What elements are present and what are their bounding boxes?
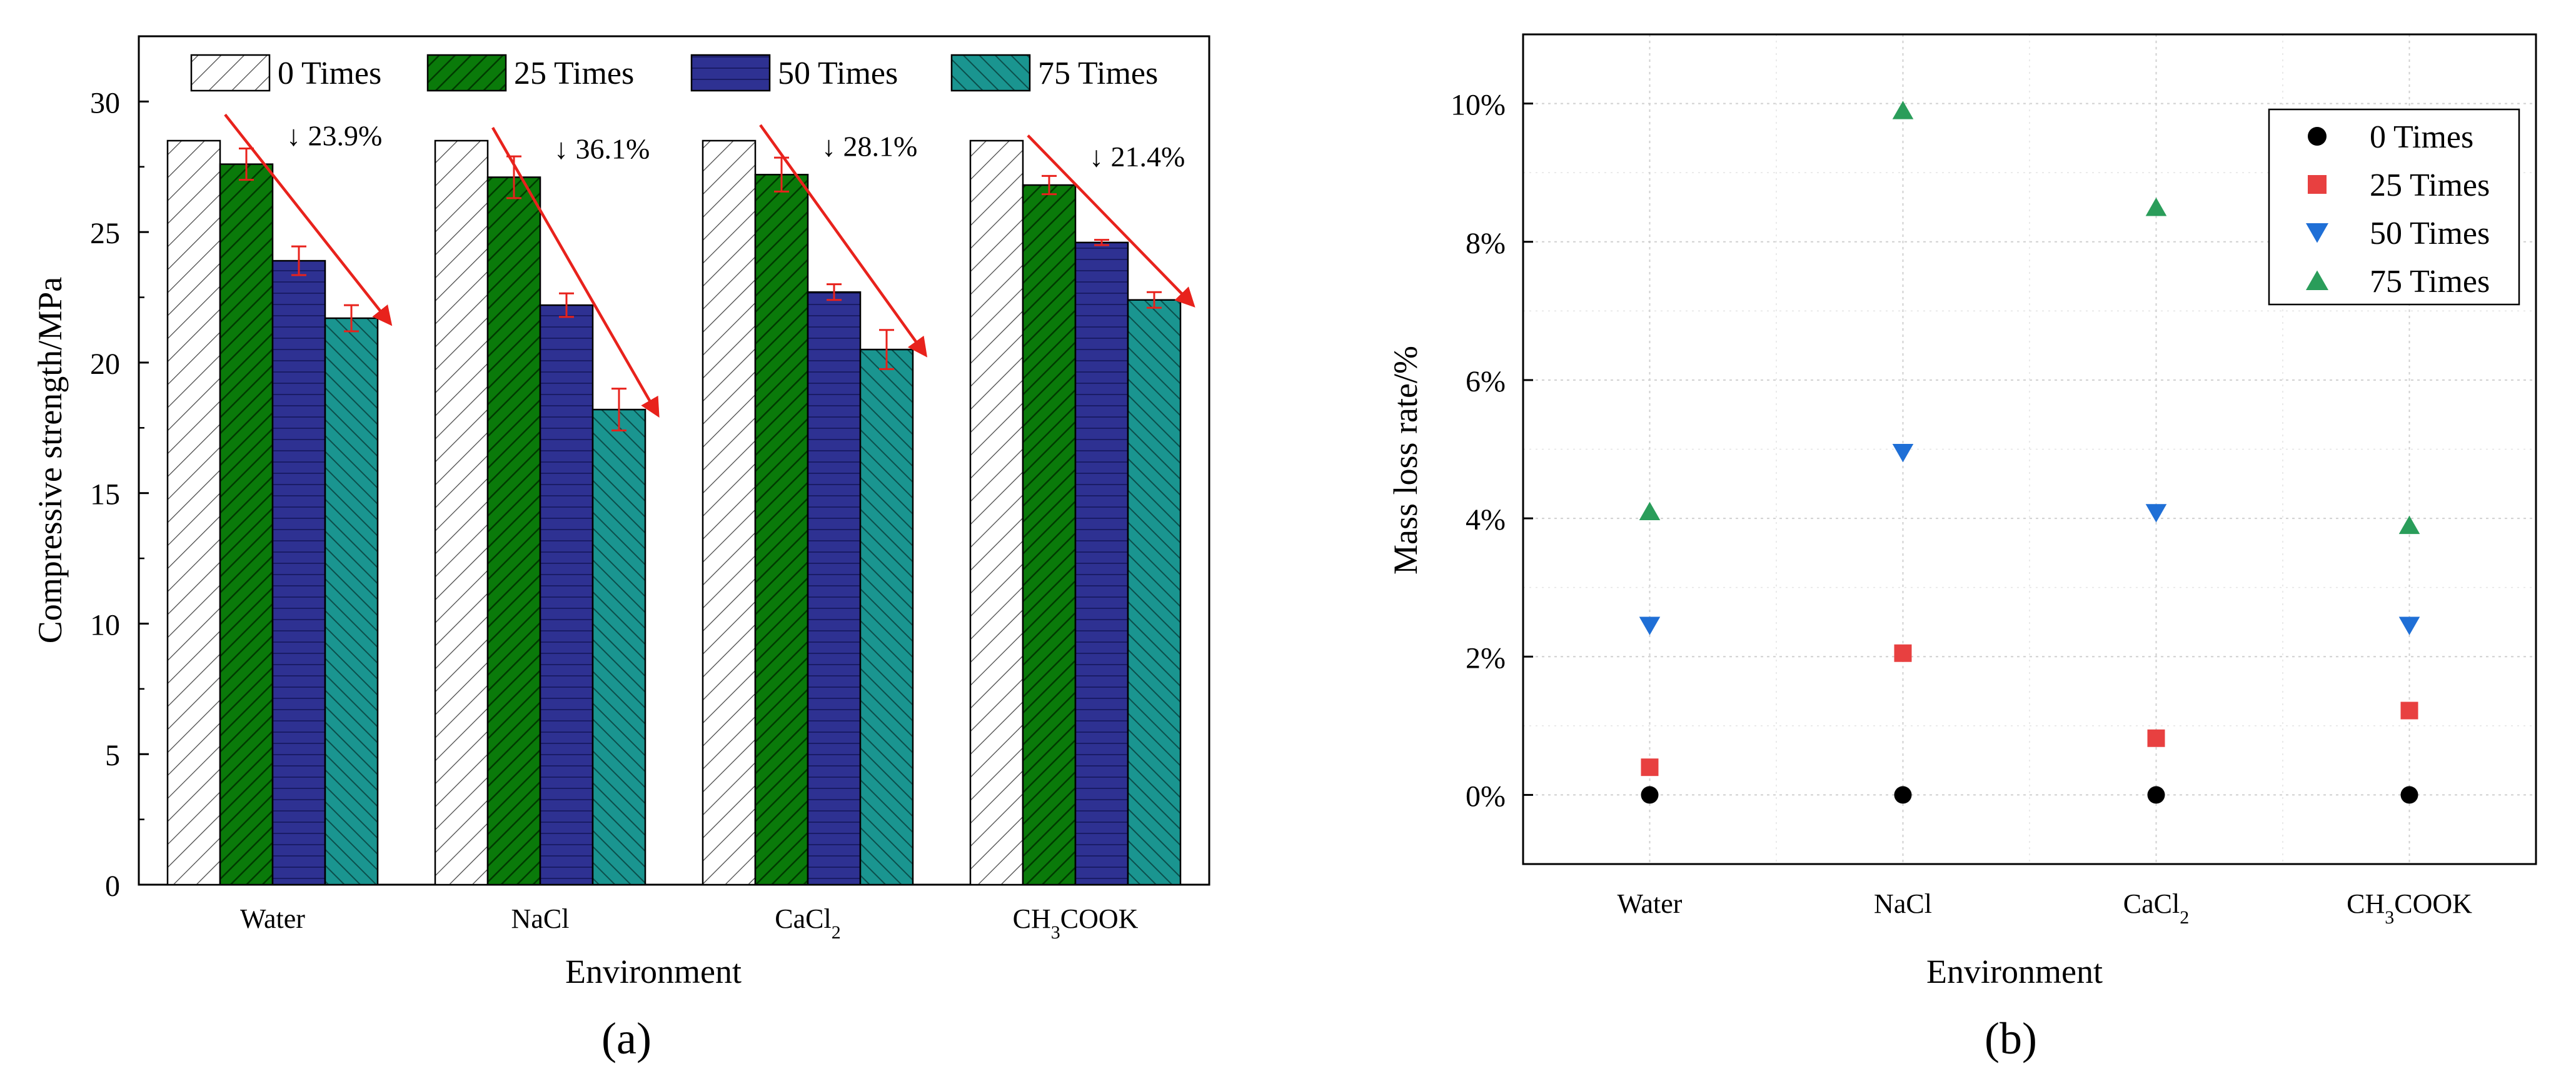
bar-50-times-cacl2 — [807, 291, 862, 886]
chart-b-y-tick-label: 6% — [1466, 365, 1506, 398]
bar-75-times-cacl2 — [859, 348, 914, 886]
chart-a-x-tick-label-water: Water — [240, 903, 305, 934]
chart-a-y-tick-label: 30 — [90, 86, 120, 119]
legend-label-50-times: 50 Times — [778, 56, 898, 91]
decline-annotation-nacl: ↓ 36.1% — [554, 133, 650, 164]
bar-50-times-ch3cook — [1074, 241, 1129, 886]
legend-label-75-times: 75 Times — [1038, 56, 1158, 91]
bar-25-times-water — [219, 163, 274, 886]
legend-swatch-75-times — [950, 54, 1031, 92]
legend-marker-75-times — [2306, 270, 2328, 290]
panel-label-a: (a) — [601, 1013, 652, 1063]
decline-arrow-cacl2 — [759, 124, 928, 358]
legend-swatch-0-times — [190, 54, 271, 92]
chart-a-x-tick-label-nacl: NaCl — [511, 903, 570, 934]
chart-b-legend-label-25-times: 25 Times — [2370, 168, 2490, 203]
chart-a-y-tick-label: 5 — [105, 739, 120, 772]
chart-a-y-axis-label: Compressive strength/MPa — [31, 277, 69, 643]
compressive-strength-chart: 0 5 10 15 20 25 30 ↓ 23.9% Water ↓ 36.1% NaCl ↓ 28… — [31, 35, 1210, 1063]
chart-b-x-axis-label: Environment — [1926, 953, 2103, 990]
chart-a-x-tick-label-ch3cook: CH3COOK — [1013, 903, 1139, 943]
point-25-times-ch3cook — [2400, 701, 2418, 720]
point-75-times-ch3cook — [2398, 515, 2420, 535]
chart-a-y-tick-label: 15 — [90, 478, 120, 511]
point-25-times-nacl — [1894, 644, 1912, 662]
bar-25-times-ch3cook — [1022, 184, 1077, 886]
decline-arrow-nacl — [491, 127, 660, 418]
bar-75-times-nacl — [591, 408, 647, 886]
decline-arrow-water — [224, 113, 393, 326]
chart-a-y-tick-label: 25 — [90, 217, 120, 250]
point-50-times-ch3cook — [2398, 616, 2420, 635]
legend-label-25-times: 25 Times — [514, 56, 634, 91]
point-75-times-nacl — [1892, 101, 1914, 119]
chart-b-legend-label-50-times: 50 Times — [2370, 216, 2490, 251]
decline-annotation-ch3cook: ↓ 21.4% — [1089, 141, 1185, 173]
mass-loss-chart: 0% 2% 4% 6% 8% 10% Water NaCl CaCl2 CH3COOK 0 Tim… — [1387, 33, 2537, 1063]
decline-annotation-water: ↓ 23.9% — [286, 120, 382, 152]
point-25-times-water — [1641, 758, 1659, 777]
panel-label-b: (b) — [1985, 1013, 2037, 1063]
chart-a-y-tick-label: 20 — [90, 348, 120, 381]
chart-b-x-tick-label-cacl2: CaCl2 — [2123, 888, 2189, 928]
bar-0-times-cacl2 — [702, 139, 757, 886]
bar-0-times-nacl — [434, 139, 489, 886]
point-0-times-water — [1641, 786, 1659, 804]
chart-a-legend: 0 Times 25 Times 50 Times 75 Times — [190, 54, 1158, 92]
legend-marker-0-times — [2308, 127, 2327, 146]
point-0-times-nacl — [1894, 786, 1912, 804]
point-0-times-cacl2 — [2147, 786, 2165, 804]
legend-swatch-50-times — [690, 54, 771, 92]
chart-b-y-tick-label: 0% — [1466, 780, 1506, 813]
point-0-times-ch3cook — [2400, 786, 2418, 804]
chart-a-y-tick-label: 0 — [105, 870, 120, 903]
chart-b-x-tick-label-ch3cook: CH3COOK — [2347, 888, 2472, 928]
bar-0-times-ch3cook — [969, 139, 1024, 886]
chart-b-ticks: 0% 2% 4% 6% 8% 10% Water NaCl CaCl2 CH3COOK — [1451, 89, 2472, 928]
bar-25-times-nacl — [486, 176, 541, 886]
point-50-times-nacl — [1892, 444, 1914, 463]
chart-b-frame — [1522, 33, 2537, 865]
point-75-times-water — [1639, 501, 1661, 521]
chart-b-legend-label-0-times: 0 Times — [2370, 119, 2473, 155]
chart-b-y-tick-label: 4% — [1466, 503, 1506, 536]
chart-b-y-tick-label: 10% — [1451, 89, 1506, 122]
chart-a-x-tick-label-cacl2: CaCl2 — [775, 903, 840, 943]
legend-marker-50-times — [2306, 223, 2328, 243]
chart-a-frame — [138, 35, 1210, 886]
legend-label-0-times: 0 Times — [278, 56, 381, 91]
chart-b-legend: 0 Times 25 Times 50 Times 75 Times — [2268, 108, 2520, 306]
bar-75-times-ch3cook — [1127, 299, 1182, 886]
chart-b-grid — [1523, 34, 2536, 864]
bar-0-times-water — [166, 139, 221, 886]
bar-25-times-cacl2 — [754, 174, 809, 886]
point-75-times-cacl2 — [2145, 198, 2167, 216]
bar-50-times-water — [271, 259, 326, 886]
point-25-times-cacl2 — [2147, 729, 2165, 747]
chart-b-x-tick-label-nacl: NaCl — [1874, 888, 1932, 919]
chart-a-bars — [166, 139, 1182, 886]
bar-50-times-nacl — [539, 304, 594, 886]
legend-swatch-25-times — [426, 54, 507, 92]
decline-arrow-ch3cook — [1027, 134, 1195, 308]
chart-b-y-axis-label: Mass loss rate/% — [1387, 346, 1424, 575]
chart-b-y-tick-label: 8% — [1466, 227, 1506, 260]
bar-75-times-water — [324, 317, 379, 886]
chart-a-y-tick-label: 10 — [90, 608, 120, 641]
point-50-times-cacl2 — [2145, 504, 2167, 523]
chart-b-legend-label-75-times: 75 Times — [2370, 264, 2490, 299]
chart-a-ticks: 0 5 10 15 20 25 30 — [90, 86, 149, 903]
decline-annotation-cacl2: ↓ 28.1% — [822, 130, 917, 162]
legend-marker-25-times — [2308, 175, 2327, 194]
chart-b-x-tick-label-water: Water — [1618, 888, 1683, 919]
chart-a-arrows: ↓ 23.9% Water ↓ 36.1% NaCl ↓ 28.1% CaCl2 ↓ 21.… — [224, 113, 1195, 943]
chart-b-points — [1639, 101, 2420, 804]
chart-a-x-axis-label: Environment — [565, 953, 742, 990]
point-50-times-water — [1639, 616, 1661, 635]
chart-b-y-tick-label: 2% — [1466, 641, 1506, 675]
